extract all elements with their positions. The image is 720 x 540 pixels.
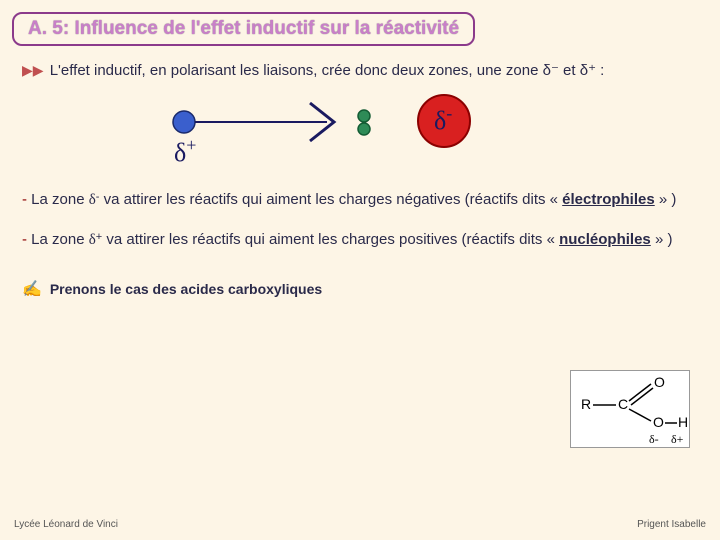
p3-sup: +: [96, 231, 102, 243]
content-area: ▶▶ L'effet inductif, en polarisant les l…: [0, 46, 720, 301]
blue-atom-icon: [173, 111, 195, 133]
delta-plus-label: δ+: [174, 135, 196, 167]
p3-end: » ): [651, 231, 673, 248]
bullet-arrow-icon: ▶▶: [22, 62, 44, 78]
dash-2: -: [22, 231, 31, 248]
dash-1: -: [22, 191, 31, 208]
paragraph-nucleophiles: - La zone δ+ va attirer les réactifs qui…: [22, 229, 698, 251]
diagram-svg: δ+ δ-: [142, 89, 502, 179]
paragraph-intro: ▶▶ L'effet inductif, en polarisant les l…: [22, 60, 698, 81]
polarization-diagram: δ+ δ-: [142, 89, 698, 179]
intro-text: L'effet inductif, en polarisant les liai…: [50, 62, 605, 79]
formula-O-bot: O: [653, 414, 664, 430]
formula-O-top: O: [654, 374, 665, 390]
formula-svg: R C O O H δ- δ+: [571, 371, 691, 449]
title-box: A. 5: Influence de l'effet inductif sur …: [12, 12, 475, 46]
bond-c-o: [629, 409, 651, 421]
case-text: Prenons le cas des acides carboxyliques: [50, 281, 322, 297]
paragraph-electrophiles: - - La zone La zone δ- va attirer les ré…: [22, 189, 698, 211]
p2-sup: -: [96, 191, 100, 203]
footer-left: Lycée Léonard de Vinci: [14, 519, 118, 530]
formula-delta-plus: δ+: [671, 432, 684, 446]
case-line: ✍ Prenons le cas des acides carboxylique…: [22, 279, 698, 301]
nucleophiles-word: nucléophiles: [559, 231, 651, 248]
green-atom-bottom-icon: [358, 123, 370, 135]
carboxylic-acid-formula: R C O O H δ- δ+: [570, 370, 690, 448]
formula-delta-minus: δ-: [649, 432, 659, 446]
p3-mid: va attirer les réactifs qui aiment les c…: [102, 231, 559, 248]
hand-arrow-icon: ✍: [22, 281, 42, 298]
formula-R: R: [581, 396, 591, 412]
formula-H: H: [678, 414, 688, 430]
electrophiles-word: électrophiles: [562, 191, 655, 208]
footer-right: Prigent Isabelle: [637, 519, 706, 530]
p2-end: » ): [655, 191, 677, 208]
formula-C: C: [618, 396, 628, 412]
p2-delta: δ: [89, 192, 96, 208]
p3-delta: δ: [89, 232, 96, 248]
page-title: A. 5: Influence de l'effet inductif sur …: [28, 18, 459, 39]
p2-mid: va attirer les réactifs qui aiment les c…: [99, 191, 562, 208]
green-atom-top-icon: [358, 110, 370, 122]
